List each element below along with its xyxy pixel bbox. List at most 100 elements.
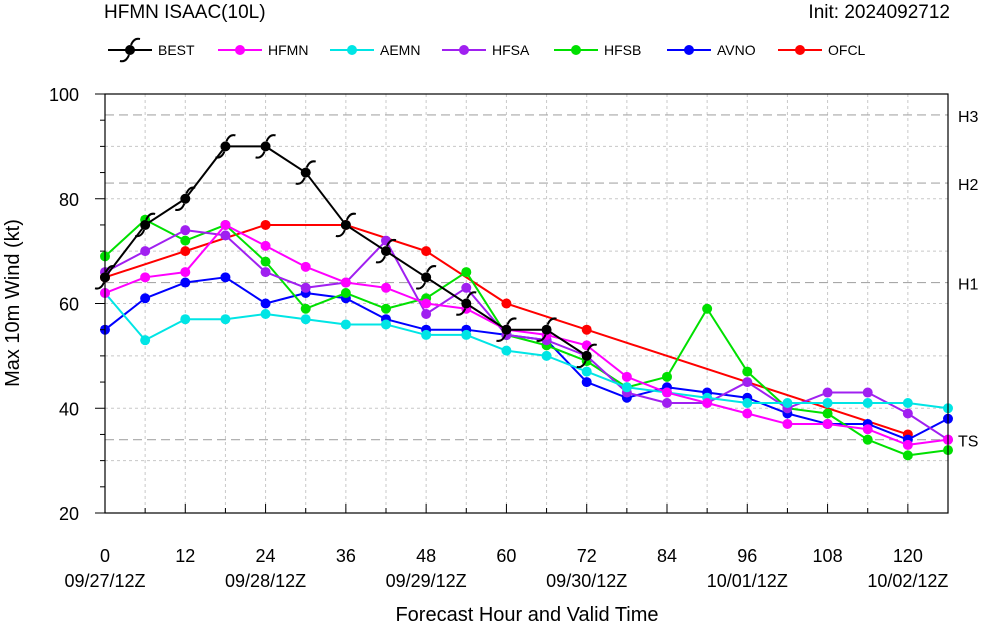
hurricane-symbol-core — [220, 141, 231, 152]
data-point — [662, 387, 672, 398]
hurricane-symbol-icon — [295, 160, 316, 185]
data-point — [300, 282, 311, 293]
legend-item-hfsb: HFSB — [554, 42, 641, 58]
data-point — [140, 272, 151, 283]
data-point — [902, 408, 913, 419]
hurricane-symbol-arm — [119, 54, 130, 63]
data-point — [862, 398, 873, 409]
axes: 0 12 24 36 48 60 72 84 96 108 120 09/27/12Z 09/28/12… — [49, 85, 949, 591]
grid-lines — [105, 94, 948, 513]
data-point — [260, 240, 271, 251]
hurricane-symbol-arm — [225, 134, 236, 142]
hurricane-symbol-core — [381, 246, 391, 257]
hurricane-symbol-arm — [145, 212, 156, 221]
data-point — [621, 371, 632, 382]
data-point — [461, 282, 472, 293]
data-point — [220, 230, 231, 241]
data-point — [140, 335, 151, 346]
data-point — [742, 398, 753, 409]
data-point — [260, 267, 271, 278]
y-axis-label: Max 10m Wind (kt) — [2, 219, 24, 387]
data-point — [702, 398, 713, 409]
x-tick-label: 12 — [175, 546, 195, 566]
hurricane-symbol-arm — [536, 334, 547, 342]
x-date-label: 09/30/12Z — [546, 571, 627, 591]
hurricane-symbol-arm — [456, 308, 467, 316]
series-hfsa — [100, 225, 953, 445]
hurricane-symbol-arm — [265, 134, 276, 142]
series-line — [104, 223, 949, 446]
data-point — [742, 377, 753, 388]
series-line — [104, 292, 949, 410]
x-tick-label: 120 — [893, 546, 923, 566]
y-tick-label: 60 — [59, 295, 79, 315]
data-point — [220, 314, 231, 325]
data-point — [461, 267, 472, 278]
data-point — [260, 298, 271, 309]
legend-label: HFMN — [268, 42, 308, 58]
data-point — [180, 225, 191, 236]
data-point — [220, 272, 231, 283]
legend-label: OFCL — [828, 42, 866, 58]
data-point — [782, 418, 793, 429]
data-point — [822, 398, 833, 409]
series-best — [94, 134, 597, 369]
y-tick-label: 100 — [49, 85, 79, 105]
legend-swatch-marker — [347, 45, 357, 55]
data-point — [260, 219, 271, 230]
series-line — [104, 229, 949, 441]
hurricane-symbol-core — [340, 219, 351, 230]
y-tick-label: 20 — [59, 504, 79, 524]
data-point — [381, 282, 391, 293]
hurricane-symbol-icon — [375, 238, 397, 264]
hurricane-symbol-arm — [185, 186, 196, 195]
hurricane-symbol-core — [125, 45, 135, 55]
data-point — [421, 308, 432, 319]
legend-label: HFSA — [492, 42, 530, 58]
hurricane-symbol-arm — [586, 343, 597, 352]
legend-swatch-marker — [459, 45, 469, 55]
data-point — [140, 293, 151, 304]
data-point — [300, 303, 311, 314]
hurricane-symbol-core — [581, 350, 592, 361]
data-point — [260, 256, 271, 267]
hurricane-symbol-arm — [255, 150, 266, 159]
data-point — [340, 319, 351, 330]
x-date-label: 09/29/12Z — [386, 571, 467, 591]
series-line — [104, 276, 949, 441]
hurricane-symbol-icon — [134, 212, 156, 238]
data-point — [180, 235, 191, 246]
x-date-label: 09/28/12Z — [225, 571, 306, 591]
data-point — [140, 246, 151, 257]
data-point — [421, 246, 432, 257]
x-tick-label: 48 — [416, 546, 436, 566]
hurricane-symbol-icon — [415, 265, 437, 290]
hurricane-symbol-core — [260, 141, 271, 152]
hurricane-symbol-core — [501, 324, 512, 335]
hurricane-symbol-icon — [496, 317, 517, 342]
x-tick-label: 72 — [577, 546, 597, 566]
hurricane-symbol-arm — [576, 360, 587, 369]
hurricane-symbol-arm — [506, 317, 517, 326]
legend-item-hfmn: HFMN — [218, 42, 308, 58]
hurricane-symbol-arm — [295, 177, 306, 185]
x-tick-label: 60 — [496, 546, 516, 566]
hurricane-symbol-core — [140, 219, 151, 230]
data-point — [902, 398, 913, 409]
hurricane-symbol-core — [300, 167, 311, 178]
hurricane-symbol-core — [541, 324, 552, 335]
hurricane-symbol-arm — [105, 265, 116, 273]
hurricane-symbol-icon — [119, 37, 141, 63]
hurricane-symbol-arm — [496, 334, 507, 342]
hurricane-symbol-arm — [345, 212, 357, 221]
data-point — [180, 277, 191, 288]
series-lines — [94, 134, 953, 461]
data-point — [742, 366, 753, 377]
data-point — [902, 450, 913, 461]
legend: BEST HFMN AEMN HFSA HFSB AVNO OFCL — [108, 37, 866, 63]
hurricane-symbol-arm — [386, 238, 397, 247]
x-tick-label: 108 — [813, 546, 843, 566]
hurricane-symbol-arm — [130, 37, 141, 46]
hurricane-symbol-icon — [536, 317, 557, 342]
data-point — [180, 246, 191, 257]
